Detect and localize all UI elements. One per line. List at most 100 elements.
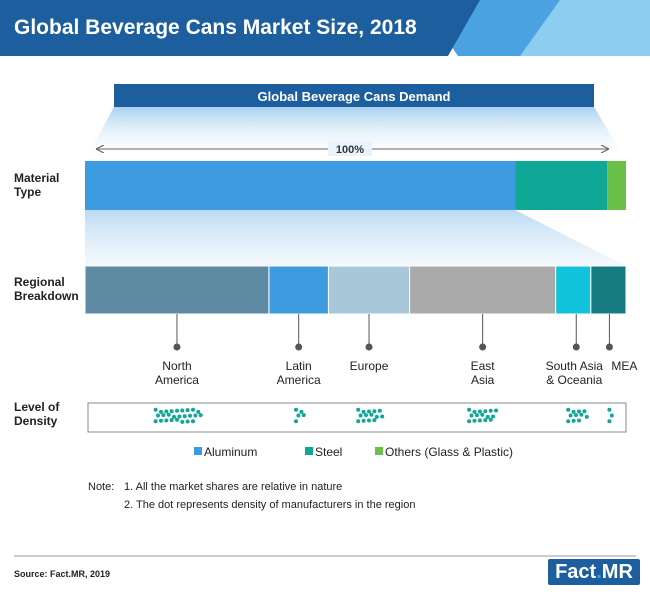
demand-label: Global Beverage Cans Demand [258, 89, 451, 104]
note-item: 1. All the market shares are relative in… [124, 481, 343, 493]
total-label: 100% [336, 144, 364, 156]
legend-swatch [305, 447, 313, 455]
density-dot [472, 409, 477, 414]
density-dot [467, 419, 472, 424]
aluminum-fan [85, 210, 626, 266]
density-dot [579, 412, 584, 417]
density-dot [364, 413, 368, 418]
density-dots [153, 407, 614, 424]
density-dot [480, 412, 485, 417]
density-dot [153, 407, 158, 412]
density-dot [164, 409, 169, 414]
material-bar [85, 161, 516, 210]
density-dot [301, 413, 306, 418]
density-dot [198, 413, 203, 418]
density-dot [469, 413, 474, 418]
region-bar [409, 265, 557, 315]
density-dot [361, 418, 366, 423]
density-dot [609, 413, 614, 418]
material-bars [85, 161, 626, 210]
density-dot [188, 413, 192, 418]
density-dot [191, 419, 195, 424]
density-dot [367, 409, 371, 414]
density-dot [156, 413, 160, 418]
density-dot [177, 414, 182, 419]
density-dot [483, 409, 488, 414]
density-dot [571, 409, 576, 414]
density-dot [166, 412, 171, 417]
density-dot [185, 408, 190, 413]
density-dot [477, 409, 482, 414]
density-dot [491, 414, 496, 419]
legend-label: Others (Glass & Plastic) [385, 445, 513, 459]
density-dot [494, 408, 499, 413]
legend-swatch [375, 447, 383, 455]
density-strip [87, 402, 627, 433]
density-dot [169, 418, 174, 423]
demand-banner [114, 84, 594, 107]
source-text: Source: Fact.MR, 2019 [14, 569, 111, 579]
region-bar [555, 265, 592, 315]
density-dot [193, 413, 198, 418]
row-label-density: Level of Density [14, 400, 63, 428]
density-dot [169, 409, 174, 414]
region-label: Europe [350, 359, 389, 373]
density-dot [607, 407, 612, 412]
note-prefix: Note: [88, 481, 115, 493]
region-leader-dot [572, 343, 580, 351]
density-dot [180, 408, 185, 413]
region-leader-dot [605, 343, 613, 351]
density-dot [185, 419, 190, 424]
density-dot [582, 409, 587, 414]
density-dot [164, 418, 169, 423]
density-dot [488, 408, 493, 413]
density-dot [356, 419, 361, 424]
legend-swatch [194, 447, 202, 455]
density-dot [191, 407, 195, 412]
region-label: South Asia & Oceania [546, 359, 604, 387]
density-dot [153, 419, 158, 424]
density-dot [467, 407, 472, 412]
region-label: MEA [611, 359, 637, 373]
density-dot [369, 412, 374, 417]
density-dot [372, 418, 377, 423]
logo-text: MR [601, 561, 633, 583]
region-bar [268, 265, 329, 315]
density-dot [196, 409, 201, 414]
logo-text: Fact [555, 561, 597, 583]
density-dot [296, 413, 301, 418]
density-dot [485, 414, 490, 419]
density-dot [159, 409, 163, 414]
density-dot [358, 413, 363, 418]
note-item: 2. The dot represents density of manufac… [124, 499, 416, 511]
density-dot [182, 414, 187, 419]
region-bars [84, 265, 627, 315]
region-bar [84, 265, 270, 315]
legend-label: Aluminum [204, 445, 257, 459]
page-title: Global Beverage Cans Market Size, 2018 [14, 16, 417, 39]
density-dot [294, 419, 298, 424]
row-label-regional: Regional Breakdown [14, 275, 79, 303]
density-dot [374, 414, 379, 419]
density-dot [356, 407, 361, 412]
density-dot [377, 408, 382, 413]
density-dot [294, 407, 298, 412]
density-dot [175, 417, 179, 422]
density-dot [367, 418, 371, 423]
density-dot [566, 419, 571, 424]
legend-label: Steel [315, 445, 342, 459]
density-dot [472, 418, 477, 423]
material-bar [607, 161, 626, 210]
density-dot [574, 413, 578, 418]
density-dot [577, 418, 581, 423]
region-bar [327, 265, 411, 315]
region-label: East Asia [471, 359, 496, 387]
density-dot [361, 409, 366, 414]
density-dot [483, 418, 488, 423]
density-dot [175, 408, 179, 413]
density-dot [607, 419, 612, 424]
region-label: North America [155, 359, 199, 387]
density-dot [380, 414, 385, 419]
